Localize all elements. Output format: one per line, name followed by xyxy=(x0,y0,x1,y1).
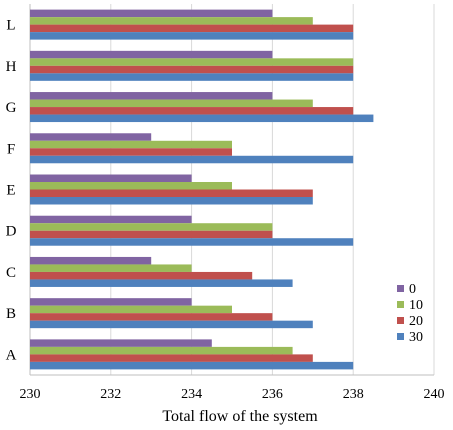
legend-label-0: 0 xyxy=(409,282,416,297)
category-label-G: G xyxy=(6,100,17,116)
bar-F-series-10 xyxy=(30,140,232,149)
x-tick-label-240: 240 xyxy=(424,387,445,402)
bar-F-series-30 xyxy=(30,155,354,164)
bar-G-series-10 xyxy=(30,99,313,108)
bar-F-series-20 xyxy=(30,148,232,156)
bar-E-series-30 xyxy=(30,197,313,205)
category-label-L: L xyxy=(6,18,15,34)
bar-L-series-30 xyxy=(30,32,354,40)
legend-swatch-30 xyxy=(397,333,404,340)
category-label-F: F xyxy=(7,141,15,157)
bar-L-series-0 xyxy=(30,9,273,18)
bar-G-series-30 xyxy=(30,114,374,123)
category-label-E: E xyxy=(6,183,15,199)
bar-B-series-20 xyxy=(30,313,273,321)
bar-D-series-20 xyxy=(30,230,273,239)
legend-label-20: 20 xyxy=(409,314,423,329)
bar-H-series-0 xyxy=(30,50,273,59)
legend-label-30: 30 xyxy=(409,330,423,345)
bar-H-series-10 xyxy=(30,58,354,66)
legend-swatch-0 xyxy=(397,285,404,292)
bar-H-series-20 xyxy=(30,65,354,74)
bar-C-series-0 xyxy=(30,256,152,265)
bar-C-series-30 xyxy=(30,279,293,287)
bar-D-series-30 xyxy=(30,238,354,246)
bar-D-series-10 xyxy=(30,223,273,231)
bar-C-series-10 xyxy=(30,264,192,272)
bar-L-series-10 xyxy=(30,17,313,25)
x-tick-label-230: 230 xyxy=(20,387,41,402)
category-label-A: A xyxy=(6,347,17,363)
bar-C-series-20 xyxy=(30,271,253,280)
x-tick-label-232: 232 xyxy=(100,387,121,402)
bar-E-series-20 xyxy=(30,189,313,197)
bar-E-series-10 xyxy=(30,182,232,190)
bar-F-series-0 xyxy=(30,133,152,141)
legend-swatch-20 xyxy=(397,317,404,324)
category-label-H: H xyxy=(6,59,17,75)
bar-H-series-30 xyxy=(30,73,354,81)
bar-L-series-20 xyxy=(30,24,354,33)
bar-A-series-20 xyxy=(30,354,313,362)
bar-B-series-10 xyxy=(30,305,232,314)
bar-B-series-30 xyxy=(30,320,313,329)
bar-A-series-30 xyxy=(30,361,354,370)
x-tick-label-234: 234 xyxy=(181,387,202,402)
x-tick-label-236: 236 xyxy=(262,387,283,402)
bar-G-series-20 xyxy=(30,107,354,115)
x-tick-label-238: 238 xyxy=(343,387,364,402)
bar-G-series-0 xyxy=(30,92,273,100)
bar-E-series-0 xyxy=(30,174,192,182)
category-label-D: D xyxy=(6,224,17,240)
category-label-C: C xyxy=(6,265,16,281)
legend-label-10: 10 xyxy=(409,298,423,313)
legend-swatch-10 xyxy=(397,301,404,308)
category-label-B: B xyxy=(6,306,16,322)
bar-B-series-0 xyxy=(30,298,192,306)
bar-A-series-0 xyxy=(30,339,212,347)
bar-A-series-10 xyxy=(30,346,293,355)
bar-D-series-0 xyxy=(30,215,192,224)
x-axis-title: Total flow of the system xyxy=(162,408,318,425)
